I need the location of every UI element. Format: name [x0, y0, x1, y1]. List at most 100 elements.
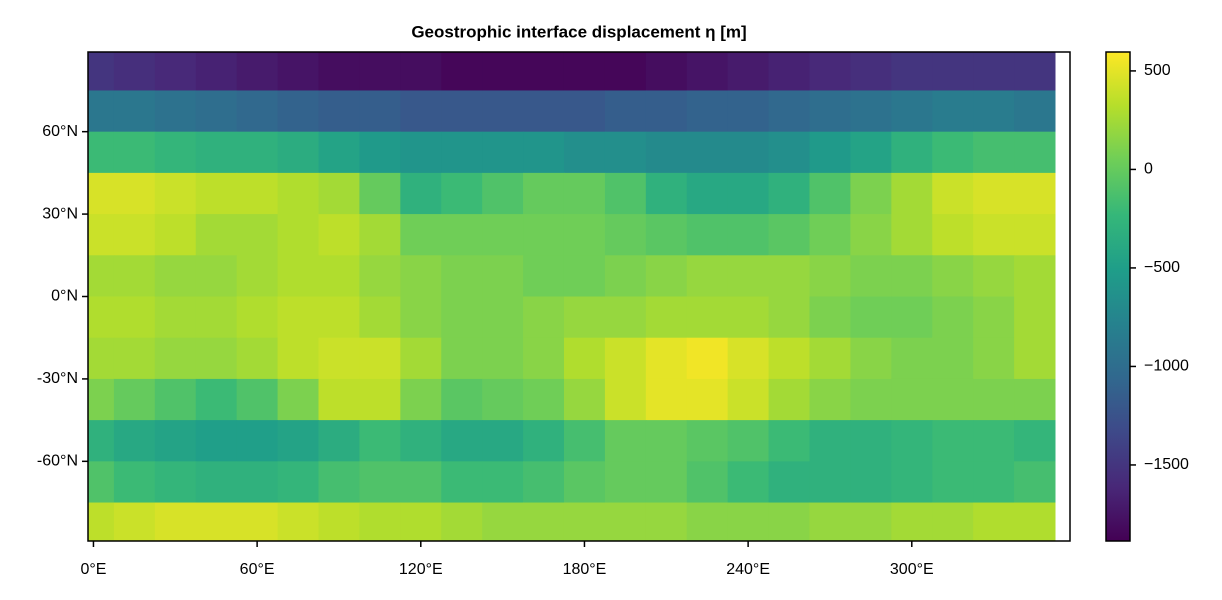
- heatmap-cell: [686, 172, 729, 215]
- heatmap-cell: [727, 337, 770, 380]
- heatmap-cell: [891, 52, 933, 91]
- heatmap-cell: [154, 52, 197, 91]
- heatmap-cell: [563, 255, 606, 297]
- heatmap-cell: [523, 502, 565, 541]
- heatmap-cell: [563, 90, 606, 133]
- heatmap-cell: [195, 461, 238, 504]
- heatmap: [88, 52, 1056, 541]
- heatmap-cell: [563, 131, 606, 174]
- heatmap-cell: [400, 90, 442, 133]
- heatmap-cell: [154, 502, 197, 541]
- heatmap-cell: [563, 296, 606, 339]
- heatmap-cell: [891, 420, 933, 462]
- heatmap-cell: [318, 337, 360, 380]
- heatmap-cell: [359, 255, 401, 297]
- heatmap-cell: [236, 172, 279, 215]
- heatmap-cell: [973, 420, 1015, 462]
- heatmap-cell: [523, 461, 565, 504]
- heatmap-cell: [1014, 296, 1056, 339]
- colorbar-tick-label: −500: [1144, 259, 1180, 276]
- heatmap-cell: [727, 52, 770, 91]
- heatmap-cell: [809, 172, 851, 215]
- heatmap-cell: [727, 378, 770, 421]
- heatmap-cell: [318, 52, 360, 91]
- heatmap-cell: [563, 378, 606, 421]
- heatmap-cell: [1014, 420, 1056, 462]
- heatmap-cell: [932, 461, 974, 504]
- heatmap-cell: [1014, 378, 1056, 421]
- heatmap-cell: [1014, 172, 1056, 215]
- heatmap-cell: [441, 131, 483, 174]
- heatmap-cell: [523, 296, 565, 339]
- heatmap-cell: [359, 420, 401, 462]
- heatmap-cell: [482, 172, 524, 215]
- x-tick-label: 240°E: [726, 561, 770, 578]
- heatmap-cell: [523, 420, 565, 462]
- heatmap-cell: [891, 214, 933, 256]
- heatmap-cell: [727, 461, 770, 504]
- heatmap-cell: [400, 502, 442, 541]
- heatmap-cell: [768, 131, 810, 174]
- heatmap-cell: [973, 337, 1015, 380]
- heatmap-cell: [318, 90, 360, 133]
- colorbar-tick-label: −1000: [1144, 358, 1189, 375]
- heatmap-cell: [482, 378, 524, 421]
- heatmap-cell: [277, 337, 319, 380]
- heatmap-cell: [482, 90, 524, 133]
- heatmap-cell: [604, 461, 647, 504]
- heatmap-cell: [604, 172, 647, 215]
- heatmap-cell: [809, 214, 851, 256]
- heatmap-cell: [809, 90, 851, 133]
- heatmap-cell: [768, 420, 810, 462]
- heatmap-cell: [154, 337, 197, 380]
- heatmap-cell: [195, 296, 238, 339]
- heatmap-cell: [727, 172, 770, 215]
- colorbar-tick-label: 500: [1144, 62, 1171, 79]
- heatmap-cell: [523, 378, 565, 421]
- heatmap-cell: [645, 337, 688, 380]
- heatmap-cell: [645, 296, 688, 339]
- heatmap-cell: [400, 296, 442, 339]
- heatmap-cell: [523, 172, 565, 215]
- heatmap-cell: [523, 131, 565, 174]
- heatmap-cell: [441, 90, 483, 133]
- heatmap-cell: [318, 378, 360, 421]
- heatmap-cell: [850, 420, 892, 462]
- heatmap-cell: [195, 214, 238, 256]
- heatmap-cell: [113, 172, 156, 215]
- heatmap-cell: [523, 52, 565, 91]
- heatmap-cell: [482, 214, 524, 256]
- heatmap-cell: [973, 214, 1015, 256]
- heatmap-cell: [88, 296, 115, 339]
- heatmap-cell: [604, 90, 647, 133]
- heatmap-cell: [1014, 52, 1056, 91]
- heatmap-cell: [932, 172, 974, 215]
- heatmap-cell: [686, 461, 729, 504]
- y-tick-label: 60°N: [42, 123, 78, 140]
- heatmap-cell: [563, 502, 606, 541]
- heatmap-cell: [359, 337, 401, 380]
- heatmap-cell: [154, 461, 197, 504]
- heatmap-cell: [482, 296, 524, 339]
- heatmap-cell: [768, 337, 810, 380]
- heatmap-cell: [891, 378, 933, 421]
- heatmap-cell: [400, 337, 442, 380]
- heatmap-cell: [686, 378, 729, 421]
- heatmap-cell: [195, 502, 238, 541]
- heatmap-cell: [195, 172, 238, 215]
- heatmap-cell: [236, 461, 279, 504]
- heatmap-cell: [850, 296, 892, 339]
- heatmap-cell: [686, 420, 729, 462]
- heatmap-cell: [727, 420, 770, 462]
- heatmap-cell: [441, 502, 483, 541]
- heatmap-cell: [359, 502, 401, 541]
- heatmap-cell: [88, 90, 115, 133]
- heatmap-cell: [277, 131, 319, 174]
- heatmap-cell: [727, 255, 770, 297]
- heatmap-cell: [850, 337, 892, 380]
- heatmap-cell: [277, 90, 319, 133]
- heatmap-cell: [932, 337, 974, 380]
- heatmap-cell: [563, 214, 606, 256]
- heatmap-cell: [441, 337, 483, 380]
- heatmap-cell: [277, 172, 319, 215]
